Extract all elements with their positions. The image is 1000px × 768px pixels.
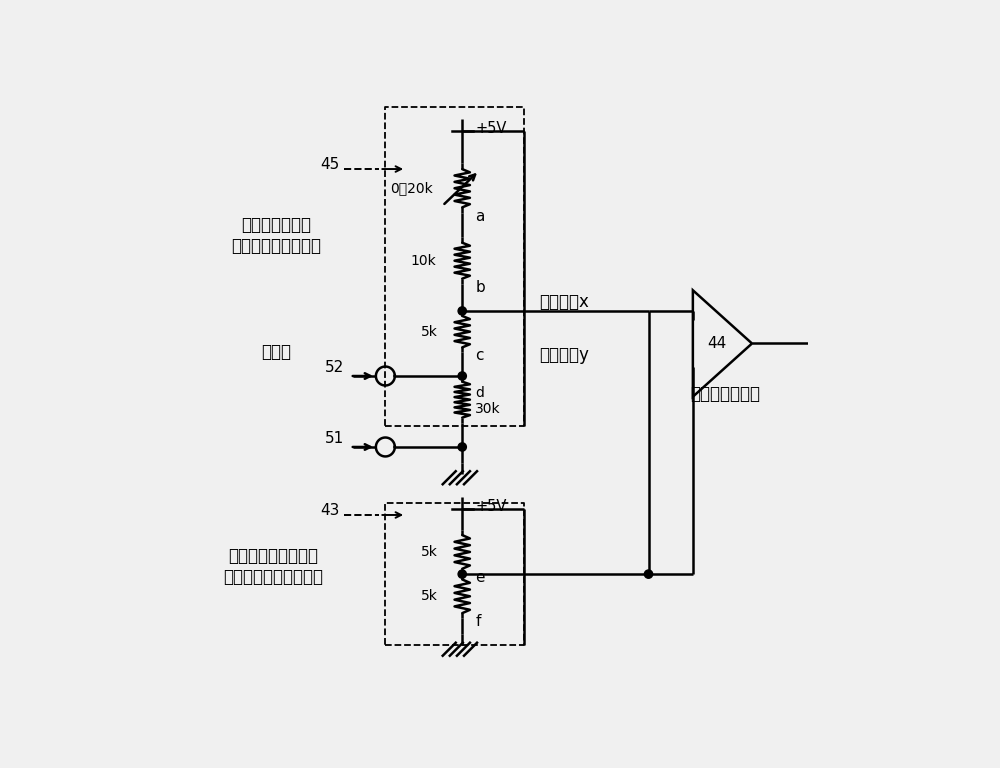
Text: 5k: 5k xyxy=(421,325,438,339)
Text: d: d xyxy=(475,386,484,399)
Text: 电极部: 电极部 xyxy=(261,343,291,362)
Text: 5k: 5k xyxy=(421,545,438,559)
Text: +5V: +5V xyxy=(475,499,507,515)
Text: （一方的分压电路）: （一方的分压电路） xyxy=(231,237,321,255)
Text: 电压比较电路部: 电压比较电路部 xyxy=(690,385,760,403)
Text: a: a xyxy=(475,209,485,223)
Text: 基准电压产生电路部: 基准电压产生电路部 xyxy=(228,548,318,565)
Text: b: b xyxy=(475,280,485,295)
Text: 基准电压y: 基准电压y xyxy=(539,346,589,364)
Text: 52: 52 xyxy=(325,359,344,375)
Text: 感度调整电路部: 感度调整电路部 xyxy=(241,217,311,234)
Circle shape xyxy=(458,443,466,451)
Text: 43: 43 xyxy=(320,503,339,518)
Text: （另一方的分压电路）: （另一方的分压电路） xyxy=(223,568,323,586)
Text: e: e xyxy=(475,570,485,584)
Text: 检测电压x: 检测电压x xyxy=(539,293,589,311)
Circle shape xyxy=(458,570,466,578)
Text: 44: 44 xyxy=(707,336,726,351)
Text: 0～20k: 0～20k xyxy=(391,181,433,195)
Text: 51: 51 xyxy=(325,431,344,445)
Circle shape xyxy=(644,570,653,578)
Text: 45: 45 xyxy=(320,157,339,172)
Circle shape xyxy=(458,372,466,380)
Text: 30k: 30k xyxy=(475,402,501,415)
Text: c: c xyxy=(475,348,484,362)
Text: 5k: 5k xyxy=(421,589,438,604)
Text: 10k: 10k xyxy=(411,253,437,268)
Circle shape xyxy=(458,307,466,315)
Text: +5V: +5V xyxy=(475,121,507,136)
Text: f: f xyxy=(475,614,481,629)
